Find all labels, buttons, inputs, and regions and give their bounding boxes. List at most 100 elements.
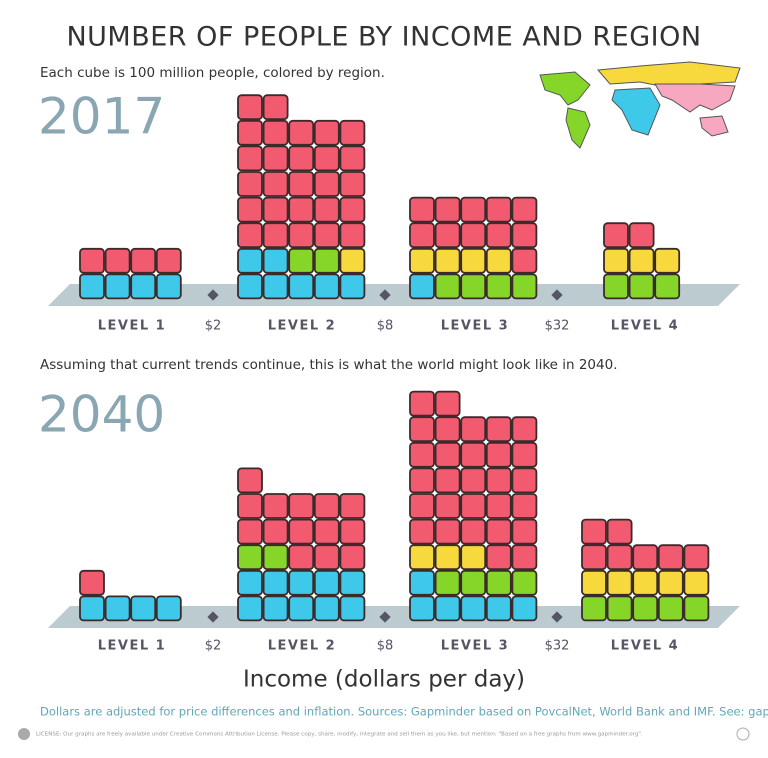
cube [262, 493, 289, 519]
cube [262, 518, 289, 545]
cube [603, 222, 629, 249]
cube [339, 544, 366, 571]
cube [237, 595, 263, 622]
cube-group [581, 595, 710, 622]
cube [313, 273, 340, 300]
cube [657, 595, 684, 622]
level-label: LEVEL 1 [98, 639, 166, 654]
cube [434, 544, 461, 571]
cube [237, 222, 263, 249]
cube [511, 569, 538, 596]
cube [262, 196, 289, 223]
cube [632, 595, 659, 622]
cube [409, 569, 435, 596]
cube [606, 569, 633, 596]
cube [683, 569, 710, 596]
cube [262, 273, 289, 300]
cube [434, 441, 461, 468]
cube [155, 273, 182, 300]
cube [632, 544, 659, 571]
threshold-marker [207, 611, 219, 623]
cube [288, 518, 315, 545]
cube [409, 544, 435, 571]
cube [460, 222, 487, 249]
cube [237, 544, 263, 571]
cube [288, 171, 315, 197]
threshold-label: $8 [377, 639, 394, 654]
cube [288, 273, 315, 300]
cube [657, 544, 684, 571]
cube [511, 595, 538, 622]
cube-group [79, 569, 105, 596]
cube [628, 222, 655, 249]
cube [434, 416, 461, 443]
cube-group [603, 222, 655, 249]
cc-logo [736, 727, 750, 741]
cube [288, 595, 315, 622]
cube [511, 544, 538, 571]
cube [485, 441, 512, 468]
cube [262, 569, 289, 596]
cube-group [237, 569, 366, 622]
level-label: LEVEL 4 [611, 319, 679, 334]
x-axis-label: Income (dollars per day) [243, 667, 525, 693]
cube [79, 273, 105, 300]
cube [511, 441, 538, 468]
cube [339, 273, 366, 300]
cube [409, 247, 435, 274]
cube [237, 493, 263, 519]
cube [511, 493, 538, 519]
threshold-marker [379, 611, 391, 623]
cube [262, 94, 289, 121]
cube-group [237, 94, 366, 249]
cube [409, 222, 435, 249]
cube [409, 518, 435, 545]
cube [460, 544, 487, 571]
cube [511, 196, 538, 223]
cube [511, 273, 538, 300]
cube [313, 145, 340, 172]
cube [79, 569, 105, 596]
cube [485, 493, 512, 519]
world-map [539, 61, 741, 149]
cube [262, 145, 289, 172]
cube [434, 467, 461, 494]
cube-group [434, 569, 538, 596]
cube-group [409, 273, 435, 300]
cube [262, 247, 289, 274]
cube [130, 273, 157, 300]
cube [409, 416, 435, 443]
shelf [48, 284, 740, 306]
cube [409, 467, 435, 494]
cube [434, 569, 461, 596]
cube [409, 390, 435, 417]
cube [606, 544, 633, 571]
cube [313, 569, 340, 596]
cube [603, 247, 629, 274]
cube-group [237, 544, 289, 571]
cube [409, 493, 435, 519]
cube [485, 247, 512, 274]
cube [511, 518, 538, 545]
cube [237, 247, 263, 274]
cube [288, 247, 315, 274]
cube [460, 247, 487, 274]
cube [262, 119, 289, 146]
level-label: LEVEL 4 [611, 639, 679, 654]
cube [460, 518, 487, 545]
threshold-marker [551, 611, 563, 623]
cube [288, 569, 315, 596]
cube [654, 247, 681, 274]
cube [262, 171, 289, 197]
cube [511, 222, 538, 249]
cube-group [409, 247, 512, 274]
threshold-marker [207, 289, 219, 301]
cube [511, 247, 538, 274]
cube [628, 247, 655, 274]
cube [485, 222, 512, 249]
cube [434, 273, 461, 300]
cube [460, 196, 487, 223]
cube [683, 595, 710, 622]
cube [603, 273, 629, 300]
